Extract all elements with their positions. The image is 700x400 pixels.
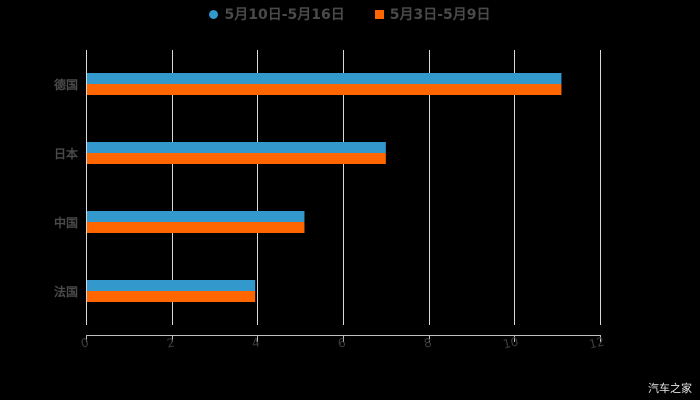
bar[interactable] — [87, 153, 386, 164]
bar[interactable] — [87, 84, 562, 95]
legend-label: 5月10日-5月16日 — [224, 7, 345, 23]
category-label: 法国 — [53, 285, 78, 299]
category-label: 中国 — [53, 216, 78, 230]
bar[interactable] — [87, 222, 305, 233]
watermark: 汽车之家 — [648, 382, 692, 395]
bar[interactable] — [87, 211, 305, 222]
legend-item-series-1[interactable]: 5月10日-5月16日 — [209, 4, 345, 24]
circle-marker-icon — [209, 9, 219, 19]
legend-item-series-2[interactable]: 5月3日-5月9日 — [374, 4, 491, 24]
legend: 5月10日-5月16日 5月3日-5月9日 — [0, 4, 700, 24]
category-label: 德国 — [53, 78, 78, 92]
bar[interactable] — [87, 73, 562, 84]
x-tick-label: 12 — [587, 334, 606, 352]
category-label: 日本 — [53, 147, 78, 161]
bar[interactable] — [87, 142, 386, 153]
bar[interactable] — [87, 291, 256, 302]
square-marker-icon — [374, 9, 384, 19]
legend-label: 5月3日-5月9日 — [389, 7, 491, 23]
bar[interactable] — [87, 280, 256, 291]
x-tick-label: 10 — [501, 334, 520, 352]
